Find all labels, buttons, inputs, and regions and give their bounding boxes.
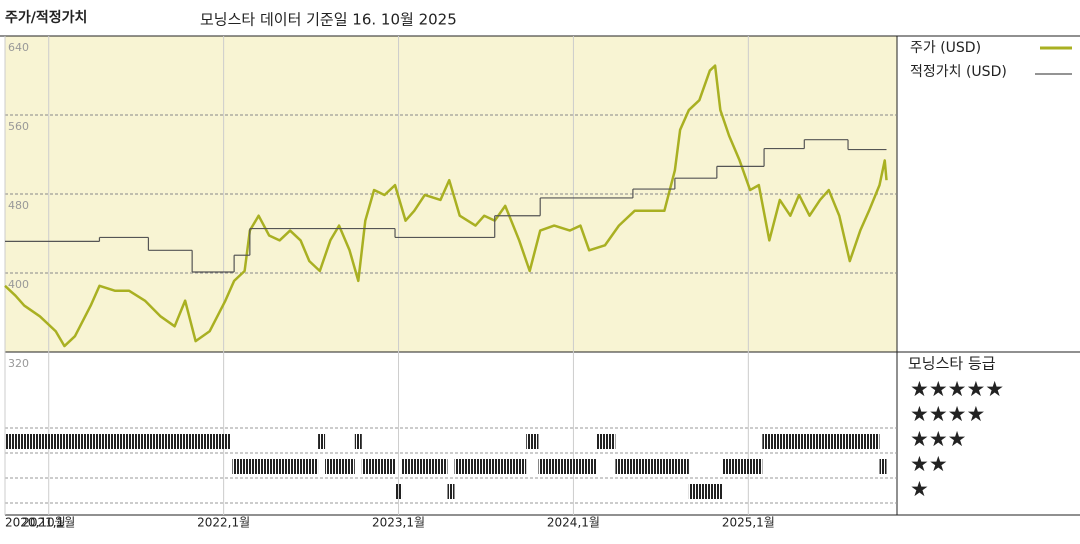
rating-bar <box>538 459 597 474</box>
y-tick-label: 320 <box>8 357 29 370</box>
x-tick-label: 2025,1월 <box>722 516 775 530</box>
x-tick-label: 2023,1월 <box>372 516 425 530</box>
rating-bar <box>615 459 689 474</box>
rating-level: ★★★★★ <box>910 377 1004 401</box>
rating-bar <box>447 484 455 499</box>
rating-bar <box>354 434 362 449</box>
rating-bar <box>325 459 355 474</box>
rating-level: ★★★★ <box>910 402 985 426</box>
rating-bar <box>722 459 763 474</box>
rating-level: ★★★ <box>910 427 966 451</box>
rating-bar <box>596 434 616 449</box>
legend-label: 주가 (USD) <box>910 40 981 56</box>
chart-title: 주가/적정가치 <box>5 9 87 26</box>
rating-bar <box>5 434 231 449</box>
rating-bar <box>395 484 403 499</box>
rating-bar <box>318 434 326 449</box>
x-tick-label: 2021,1월 <box>22 516 75 530</box>
rating-bar <box>454 459 527 474</box>
rating-bar <box>879 459 887 474</box>
y-tick-label: 640 <box>8 41 29 54</box>
x-tick-label: 2022,1월 <box>197 516 250 530</box>
chart-subtitle: 모닝스타 데이터 기준일 16. 10월 2025 <box>200 11 457 29</box>
price-line <box>4 64 888 348</box>
x-tick-label: 2020,10월 <box>5 516 66 530</box>
rating-level: ★★ <box>910 452 948 476</box>
rating-bar <box>526 434 539 449</box>
y-tick-label: 560 <box>8 120 29 133</box>
rating-bar <box>232 459 319 474</box>
x-tick-label: 2024,1월 <box>547 516 600 530</box>
rating-title: 모닝스타 등급 <box>908 355 996 373</box>
rating-bar <box>762 434 880 449</box>
rating-level: ★ <box>910 477 929 501</box>
y-tick-label: 480 <box>8 199 29 212</box>
rating-bar <box>688 484 723 499</box>
y-tick-label: 400 <box>8 278 29 291</box>
rating-bar <box>402 459 448 474</box>
legend-label: 적정가치 (USD) <box>910 64 1007 80</box>
rating-bar <box>361 459 396 474</box>
